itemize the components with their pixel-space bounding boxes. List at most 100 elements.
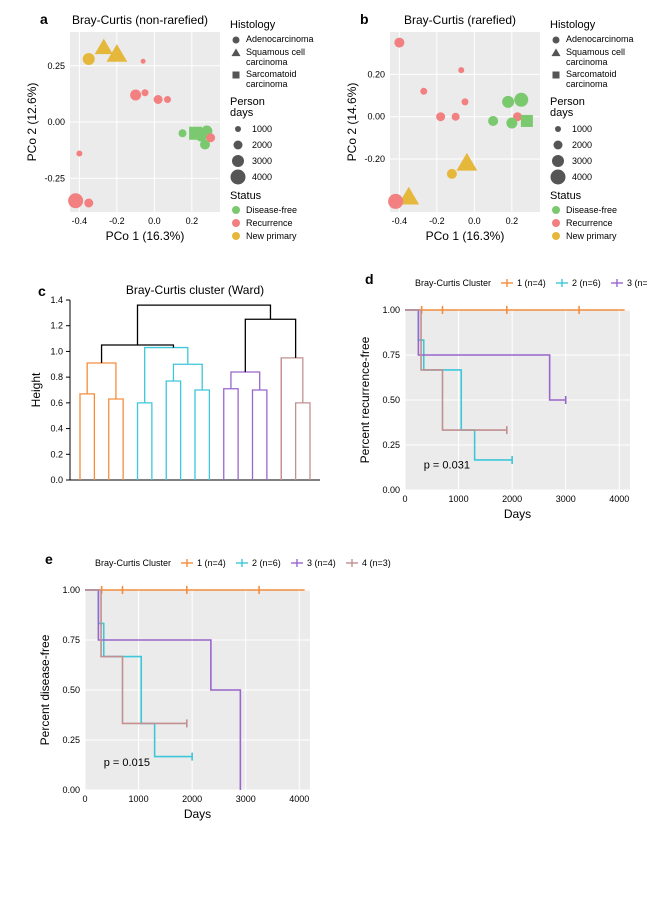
svg-text:Status: Status xyxy=(230,190,262,202)
svg-text:0: 0 xyxy=(82,794,87,804)
svg-text:Status: Status xyxy=(550,190,582,202)
svg-text:3000: 3000 xyxy=(252,156,272,166)
svg-text:0.75: 0.75 xyxy=(382,350,400,360)
svg-text:0.0: 0.0 xyxy=(468,216,481,226)
svg-text:Bray-Curtis (rarefied): Bray-Curtis (rarefied) xyxy=(404,13,516,27)
svg-text:2000: 2000 xyxy=(182,794,202,804)
svg-text:0.50: 0.50 xyxy=(62,685,80,695)
svg-text:carcinoma: carcinoma xyxy=(566,79,608,89)
svg-text:Days: Days xyxy=(504,507,531,521)
svg-text:4 (n=3): 4 (n=3) xyxy=(362,558,391,568)
svg-text:-0.2: -0.2 xyxy=(109,216,125,226)
svg-text:0.25: 0.25 xyxy=(47,61,65,71)
svg-text:Sarcomatoid: Sarcomatoid xyxy=(566,69,617,79)
svg-text:3 (n=4): 3 (n=4) xyxy=(307,558,336,568)
svg-text:0.00: 0.00 xyxy=(382,485,400,495)
svg-text:0.25: 0.25 xyxy=(382,440,400,450)
svg-text:2 (n=6): 2 (n=6) xyxy=(572,278,601,288)
svg-text:0.6: 0.6 xyxy=(50,398,63,408)
svg-text:0.8: 0.8 xyxy=(50,372,63,382)
svg-text:p = 0.015: p = 0.015 xyxy=(104,757,150,769)
svg-text:Squamous cell: Squamous cell xyxy=(566,47,625,57)
svg-text:0.25: 0.25 xyxy=(62,735,80,745)
svg-text:1.00: 1.00 xyxy=(62,585,80,595)
svg-text:1.4: 1.4 xyxy=(50,295,63,305)
svg-text:0.50: 0.50 xyxy=(382,395,400,405)
svg-text:3000: 3000 xyxy=(556,494,576,504)
svg-text:4000: 4000 xyxy=(252,172,272,182)
svg-text:4000: 4000 xyxy=(609,494,629,504)
svg-text:-0.4: -0.4 xyxy=(392,216,408,226)
svg-text:1 (n=4): 1 (n=4) xyxy=(517,278,546,288)
svg-text:1.00: 1.00 xyxy=(382,305,400,315)
svg-text:0: 0 xyxy=(402,494,407,504)
svg-text:PCo 2 (12.6%): PCo 2 (12.6%) xyxy=(25,83,39,162)
figure-root: a Bray-Curtis (non-rarefied) -0.4 -0.2 0.0 0.… xyxy=(10,10,647,890)
svg-text:4000: 4000 xyxy=(572,172,592,182)
svg-text:PCo 1 (16.3%): PCo 1 (16.3%) xyxy=(426,229,505,243)
svg-text:Histology: Histology xyxy=(550,19,596,31)
svg-text:Sarcomatoid: Sarcomatoid xyxy=(246,69,297,79)
svg-text:New primary: New primary xyxy=(246,231,297,241)
svg-text:4000: 4000 xyxy=(289,794,309,804)
svg-text:2 (n=6): 2 (n=6) xyxy=(252,558,281,568)
svg-text:0.00: 0.00 xyxy=(47,117,65,127)
svg-text:Adenocarcinoma: Adenocarcinoma xyxy=(246,34,314,44)
svg-text:Disease-free: Disease-free xyxy=(566,205,617,215)
svg-text:PCo 1 (16.3%): PCo 1 (16.3%) xyxy=(106,229,185,243)
svg-text:days: days xyxy=(550,107,574,119)
svg-text:1.0: 1.0 xyxy=(50,346,63,356)
svg-text:1000: 1000 xyxy=(252,124,272,134)
svg-text:0.2: 0.2 xyxy=(506,216,519,226)
svg-text:carcinoma: carcinoma xyxy=(246,79,288,89)
svg-text:Recurrence: Recurrence xyxy=(246,218,293,228)
svg-text:0.4: 0.4 xyxy=(50,424,63,434)
svg-text:-0.20: -0.20 xyxy=(364,154,385,164)
svg-text:2000: 2000 xyxy=(502,494,522,504)
figure-svg: a Bray-Curtis (non-rarefied) -0.4 -0.2 0.0 0.… xyxy=(10,10,647,890)
svg-text:3000: 3000 xyxy=(236,794,256,804)
svg-text:Bray-Curtis (non-rarefied): Bray-Curtis (non-rarefied) xyxy=(72,13,208,27)
svg-text:a: a xyxy=(40,11,48,27)
svg-text:Adenocarcinoma: Adenocarcinoma xyxy=(566,34,634,44)
svg-text:Bray-Curtis Cluster: Bray-Curtis Cluster xyxy=(415,278,491,288)
svg-text:1000: 1000 xyxy=(129,794,149,804)
svg-text:0.0: 0.0 xyxy=(50,475,63,485)
svg-text:0.2: 0.2 xyxy=(50,449,63,459)
svg-text:Histology: Histology xyxy=(230,19,276,31)
svg-text:days: days xyxy=(230,107,254,119)
svg-text:carcinoma: carcinoma xyxy=(566,57,608,67)
svg-text:Percent recurrence-free: Percent recurrence-free xyxy=(358,336,372,463)
svg-text:3 (n=4): 3 (n=4) xyxy=(627,278,647,288)
svg-text:0.0: 0.0 xyxy=(148,216,161,226)
svg-text:-0.25: -0.25 xyxy=(44,173,65,183)
svg-text:carcinoma: carcinoma xyxy=(246,57,288,67)
svg-text:Disease-free: Disease-free xyxy=(246,205,297,215)
svg-text:-0.4: -0.4 xyxy=(72,216,88,226)
svg-text:0.20: 0.20 xyxy=(367,69,385,79)
svg-text:Percent disease-free: Percent disease-free xyxy=(38,634,52,745)
svg-text:Squamous cell: Squamous cell xyxy=(246,47,305,57)
svg-text:0.75: 0.75 xyxy=(62,635,80,645)
svg-text:1.2: 1.2 xyxy=(50,321,63,331)
svg-text:New primary: New primary xyxy=(566,231,617,241)
svg-text:d: d xyxy=(365,271,374,287)
svg-text:1000: 1000 xyxy=(572,124,592,134)
svg-text:0.00: 0.00 xyxy=(62,785,80,795)
svg-text:-0.2: -0.2 xyxy=(429,216,445,226)
svg-text:e: e xyxy=(45,551,53,567)
svg-text:Height: Height xyxy=(29,372,43,407)
svg-text:c: c xyxy=(38,283,46,299)
svg-text:3000: 3000 xyxy=(572,156,592,166)
svg-text:2000: 2000 xyxy=(252,140,272,150)
svg-text:2000: 2000 xyxy=(572,140,592,150)
svg-text:PCo 2 (14.6%): PCo 2 (14.6%) xyxy=(345,83,359,162)
svg-text:Bray-Curtis Cluster: Bray-Curtis Cluster xyxy=(95,558,171,568)
svg-text:Bray-Curtis cluster (Ward): Bray-Curtis cluster (Ward) xyxy=(126,283,264,297)
svg-text:Days: Days xyxy=(184,807,211,821)
svg-text:Recurrence: Recurrence xyxy=(566,218,613,228)
svg-text:0.2: 0.2 xyxy=(186,216,199,226)
svg-text:0.00: 0.00 xyxy=(367,112,385,122)
svg-text:1 (n=4): 1 (n=4) xyxy=(197,558,226,568)
svg-text:p = 0.031: p = 0.031 xyxy=(424,459,470,471)
